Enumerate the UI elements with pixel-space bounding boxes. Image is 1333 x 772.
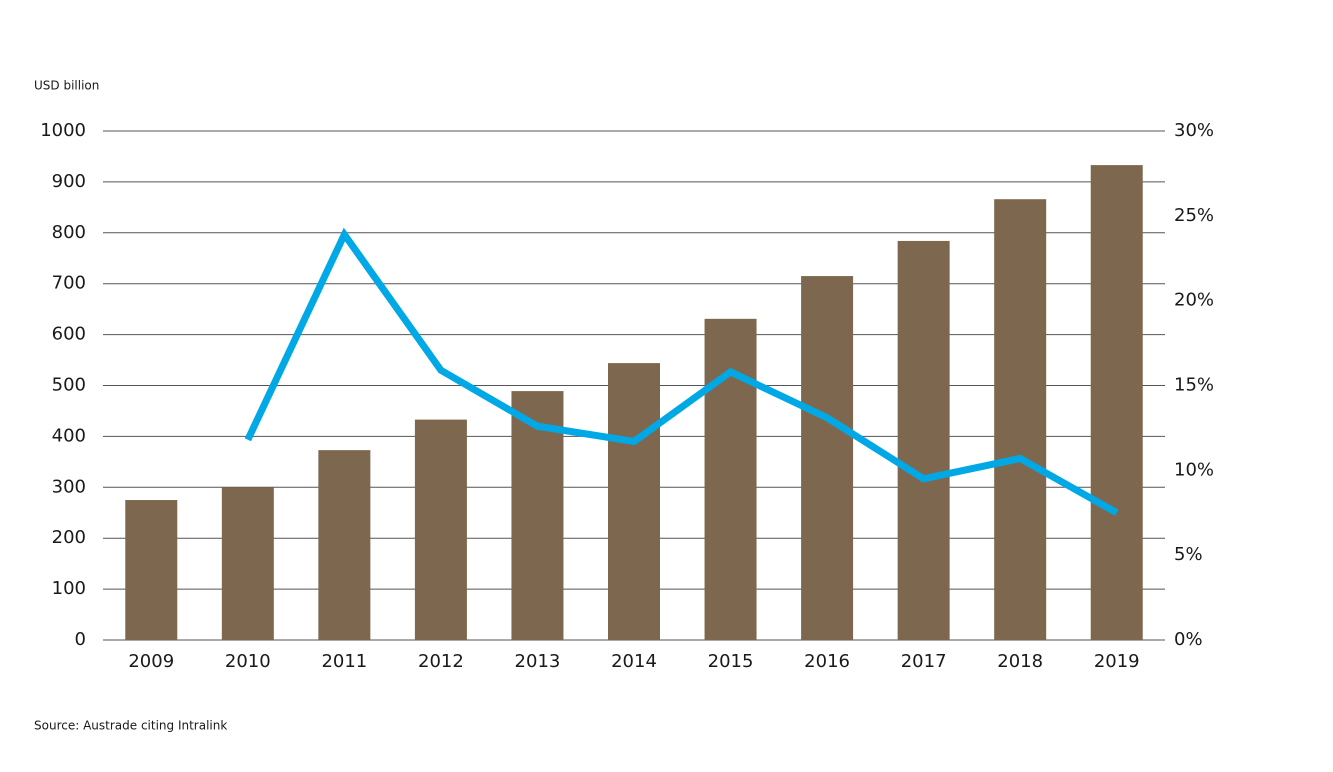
- x-tick-label: 2018: [997, 651, 1043, 672]
- x-tick-label: 2009: [128, 651, 174, 672]
- y-tick-label: 1000: [40, 120, 86, 141]
- bar: [801, 276, 854, 640]
- bar: [1090, 165, 1143, 640]
- y-tick-label: 700: [52, 273, 86, 294]
- y-tick-label: 400: [52, 425, 86, 446]
- bar: [318, 450, 371, 640]
- y2-tick-label: 15%: [1174, 375, 1214, 396]
- x-tick-label: 2016: [804, 651, 850, 672]
- bar: [994, 199, 1047, 640]
- source-note: Source: Austrade citing Intralink: [34, 719, 227, 733]
- y-tick-label: 100: [52, 578, 86, 599]
- bar: [897, 240, 950, 640]
- bar: [125, 500, 178, 640]
- x-tick-label: 2010: [225, 651, 271, 672]
- y-axis-label: USD billion: [34, 79, 99, 93]
- y-tick-label: 900: [52, 171, 86, 192]
- y-tick-label: 600: [52, 324, 86, 345]
- y2-tick-label: 10%: [1174, 459, 1214, 480]
- x-tick-label: 2013: [515, 651, 561, 672]
- bar: [511, 391, 564, 640]
- y-tick-label: 300: [52, 476, 86, 497]
- bar: [704, 318, 757, 640]
- x-tick-label: 2019: [1094, 651, 1140, 672]
- y-tick-label: 800: [52, 222, 86, 243]
- bar: [608, 363, 660, 640]
- x-tick-label: 2014: [611, 651, 657, 672]
- x-tick-label: 2012: [418, 651, 464, 672]
- x-tick-label: 2015: [708, 651, 754, 672]
- y-tick-label: 0: [75, 629, 86, 650]
- line: [244, 227, 1119, 516]
- y-tick-label: 200: [52, 527, 86, 548]
- y2-tick-label: 30%: [1174, 120, 1214, 141]
- bar: [414, 419, 467, 640]
- y2-tick-label: 0%: [1174, 629, 1203, 650]
- y2-tick-label: 20%: [1174, 290, 1214, 311]
- x-tick-label: 2017: [901, 651, 947, 672]
- y-tick-label: 500: [52, 375, 86, 396]
- bar: [221, 487, 274, 640]
- y2-tick-label: 5%: [1174, 544, 1203, 565]
- y2-tick-label: 25%: [1174, 205, 1214, 226]
- x-tick-label: 2011: [321, 651, 367, 672]
